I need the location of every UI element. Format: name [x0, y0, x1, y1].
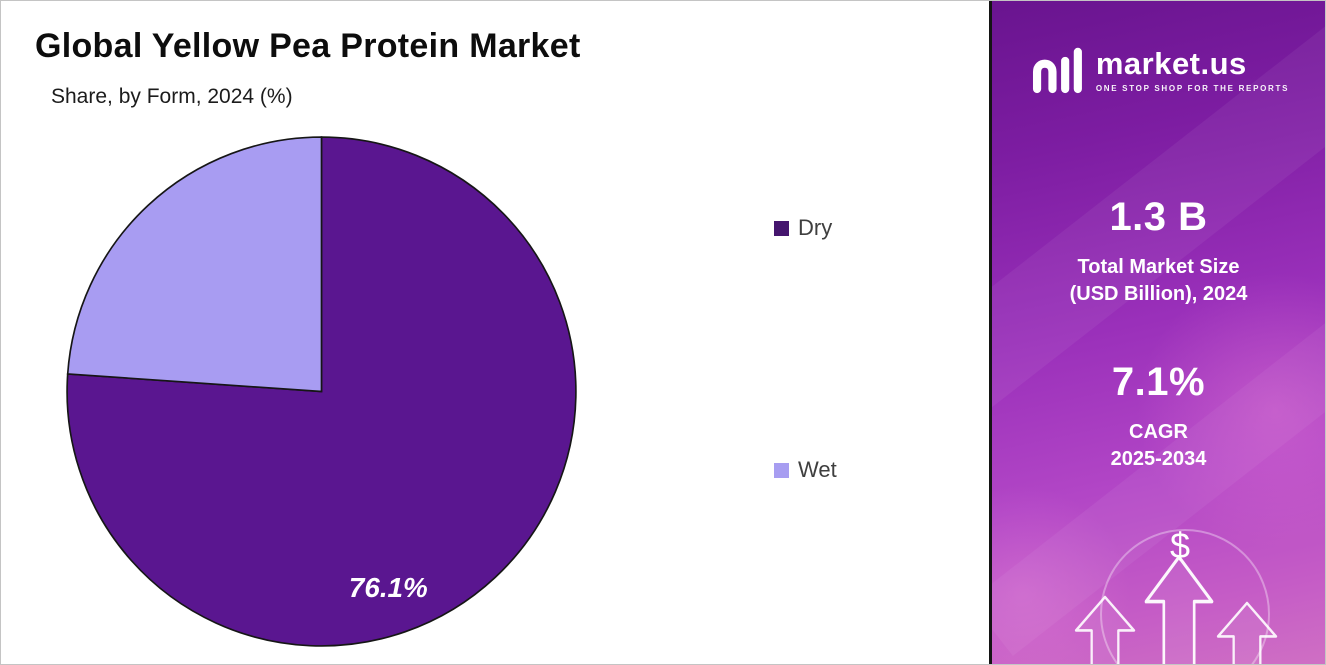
legend-swatch-wet — [774, 462, 789, 478]
up-arrow-icon — [1144, 555, 1214, 664]
pie-data-label: 76.1% — [349, 572, 428, 603]
marketus-logo-icon — [1032, 47, 1082, 94]
panel-decor-blob — [992, 484, 1132, 664]
market-size-label-line1: Total Market Size — [1077, 256, 1240, 278]
brand-name: market.us — [1095, 45, 1247, 81]
market-size-value: 1.3 B — [1109, 195, 1208, 239]
up-arrow-icon — [1074, 595, 1136, 664]
chart-title: Global Yellow Pea Protein Market — [35, 27, 581, 65]
up-arrow-icon — [1216, 601, 1278, 664]
market-size-label: Total Market Size (USD Billion), 2024 — [1070, 254, 1248, 308]
legend-label-wet: Wet — [798, 457, 837, 482]
pie-chart: 76.1% — [66, 136, 577, 647]
brand-tagline: ONE STOP SHOP FOR THE REPORTS — [1095, 83, 1290, 93]
cagr-value: 7.1% — [1111, 360, 1206, 404]
stat-cagr: 7.1% CAGR 2025-2034 — [1111, 360, 1207, 473]
dollar-icon: $ — [1169, 525, 1191, 566]
brand-panel: market.us ONE STOP SHOP FOR THE REPORTS … — [989, 1, 1325, 664]
brand-logo: market.us ONE STOP SHOP FOR THE REPORTS — [1028, 41, 1289, 99]
stat-market-size: 1.3 B Total Market Size (USD Billion), 2… — [1070, 195, 1248, 308]
legend-label-dry: Dry — [798, 215, 833, 240]
pie-slice-wet — [66, 136, 323, 393]
chart-area: Global Yellow Pea Protein Market Share, … — [1, 1, 989, 664]
cagr-label: CAGR 2025-2034 — [1111, 419, 1207, 473]
legend-swatch-dry — [774, 220, 789, 236]
legend-item-wet: Wet — [774, 457, 837, 483]
cagr-label-line1: CAGR — [1129, 421, 1188, 443]
chart-subtitle: Share, by Form, 2024 (%) — [51, 85, 293, 108]
cagr-label-line2: 2025-2034 — [1110, 448, 1207, 470]
legend-item-dry: Dry — [774, 215, 837, 241]
decor-circle — [1100, 529, 1270, 664]
legend: Dry Wet — [774, 215, 837, 483]
panel-bottom-decor: $ — [992, 1, 1325, 664]
brand-text-block: market.us ONE STOP SHOP FOR THE REPORTS — [1096, 48, 1289, 93]
market-size-label-line2: (USD Billion), 2024 — [1069, 283, 1248, 305]
